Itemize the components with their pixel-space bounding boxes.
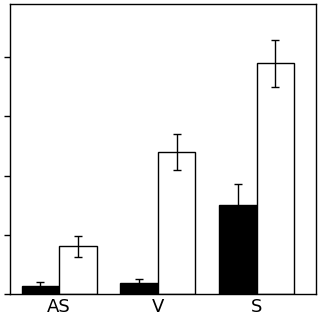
Bar <box>21 286 59 294</box>
Bar <box>59 246 97 294</box>
Bar <box>158 152 196 294</box>
Bar <box>219 205 257 294</box>
Bar <box>257 63 294 294</box>
Bar <box>120 283 158 294</box>
